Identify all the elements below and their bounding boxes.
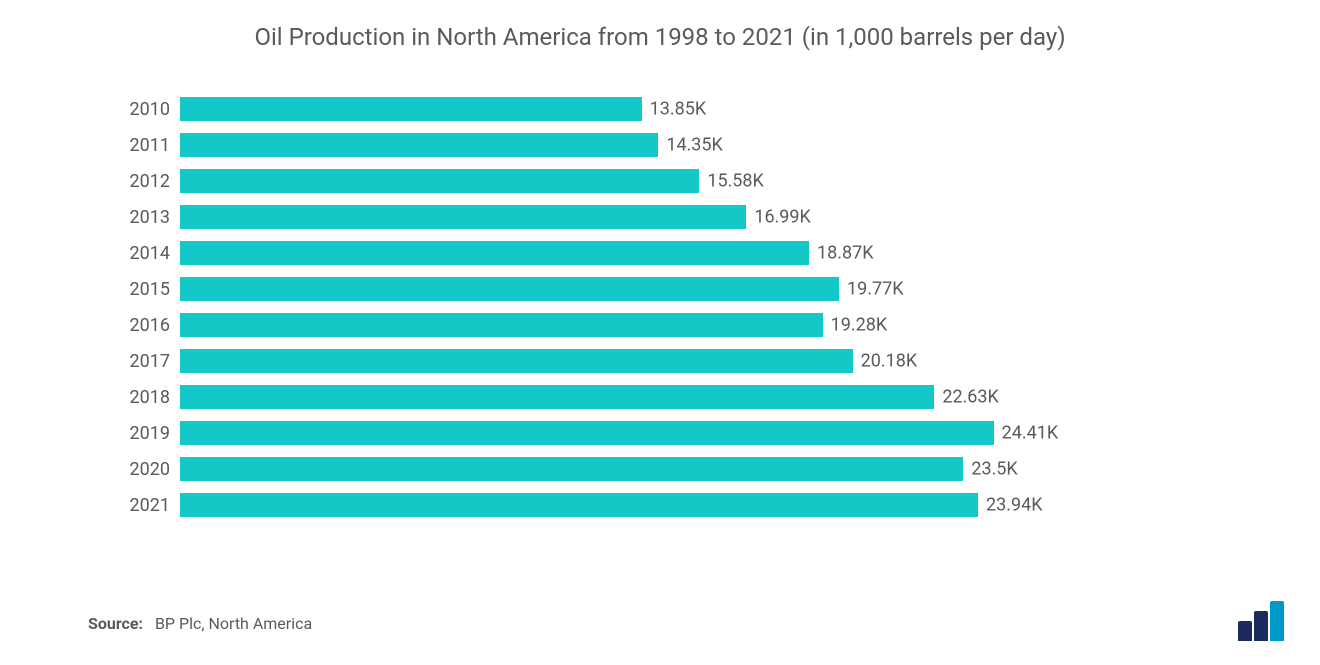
value-label: 16.99K <box>746 207 811 228</box>
bar: 23.5K <box>180 457 963 481</box>
category-label: 2015 <box>120 279 180 300</box>
bar-track: 19.28K <box>180 313 1080 337</box>
bar-row: 201619.28K <box>120 313 1080 337</box>
brand-logo <box>1238 601 1284 641</box>
bar: 15.58K <box>180 169 699 193</box>
bar: 13.85K <box>180 97 642 121</box>
bar-track: 20.18K <box>180 349 1080 373</box>
bar-track: 14.35K <box>180 133 1080 157</box>
category-label: 2014 <box>120 243 180 264</box>
chart-area: 201013.85K201114.35K201215.58K201316.99K… <box>10 97 1310 517</box>
chart-title: Oil Production in North America from 199… <box>10 22 1310 53</box>
bar-row: 202023.5K <box>120 457 1080 481</box>
value-label: 18.87K <box>809 243 874 264</box>
value-label: 20.18K <box>853 351 918 372</box>
source-text <box>147 614 155 633</box>
bar-row: 201720.18K <box>120 349 1080 373</box>
bar-row: 202123.94K <box>120 493 1080 517</box>
bar-track: 15.58K <box>180 169 1080 193</box>
bar-track: 18.87K <box>180 241 1080 265</box>
bar-track: 13.85K <box>180 97 1080 121</box>
source-footer: Source: BP Plc, North America <box>88 614 312 633</box>
bar-row: 201215.58K <box>120 169 1080 193</box>
value-label: 22.63K <box>934 387 999 408</box>
bar-track: 23.5K <box>180 457 1080 481</box>
category-label: 2016 <box>120 315 180 336</box>
value-label: 23.5K <box>963 459 1017 480</box>
category-label: 2017 <box>120 351 180 372</box>
bar-row: 201519.77K <box>120 277 1080 301</box>
bar-track: 16.99K <box>180 205 1080 229</box>
bar: 20.18K <box>180 349 853 373</box>
bar-row: 201316.99K <box>120 205 1080 229</box>
bar-row: 201924.41K <box>120 421 1080 445</box>
value-label: 19.77K <box>839 279 904 300</box>
category-label: 2011 <box>120 135 180 156</box>
category-label: 2018 <box>120 387 180 408</box>
value-label: 14.35K <box>658 135 723 156</box>
logo-bar-3 <box>1270 601 1284 641</box>
chart-container: Oil Production in North America from 199… <box>0 0 1320 665</box>
source-value: BP Plc, North America <box>155 614 312 633</box>
category-label: 2012 <box>120 171 180 192</box>
bar: 24.41K <box>180 421 994 445</box>
bar: 14.35K <box>180 133 658 157</box>
bar: 19.28K <box>180 313 823 337</box>
logo-bar-2 <box>1254 611 1268 641</box>
bar-row: 201418.87K <box>120 241 1080 265</box>
category-label: 2021 <box>120 495 180 516</box>
bar: 22.63K <box>180 385 934 409</box>
bar-row: 201114.35K <box>120 133 1080 157</box>
bar-track: 22.63K <box>180 385 1080 409</box>
bar-track: 24.41K <box>180 421 1080 445</box>
bar: 23.94K <box>180 493 978 517</box>
bar-track: 19.77K <box>180 277 1080 301</box>
bar: 19.77K <box>180 277 839 301</box>
category-label: 2013 <box>120 207 180 228</box>
bar-row: 201822.63K <box>120 385 1080 409</box>
category-label: 2019 <box>120 423 180 444</box>
category-label: 2010 <box>120 99 180 120</box>
source-label: Source: <box>88 614 143 633</box>
logo-bar-1 <box>1238 621 1252 641</box>
value-label: 24.41K <box>994 423 1059 444</box>
value-label: 23.94K <box>978 495 1043 516</box>
value-label: 19.28K <box>823 315 888 336</box>
bar: 16.99K <box>180 205 746 229</box>
category-label: 2020 <box>120 459 180 480</box>
bar-row: 201013.85K <box>120 97 1080 121</box>
bar: 18.87K <box>180 241 809 265</box>
value-label: 13.85K <box>642 99 707 120</box>
bar-track: 23.94K <box>180 493 1080 517</box>
value-label: 15.58K <box>699 171 764 192</box>
